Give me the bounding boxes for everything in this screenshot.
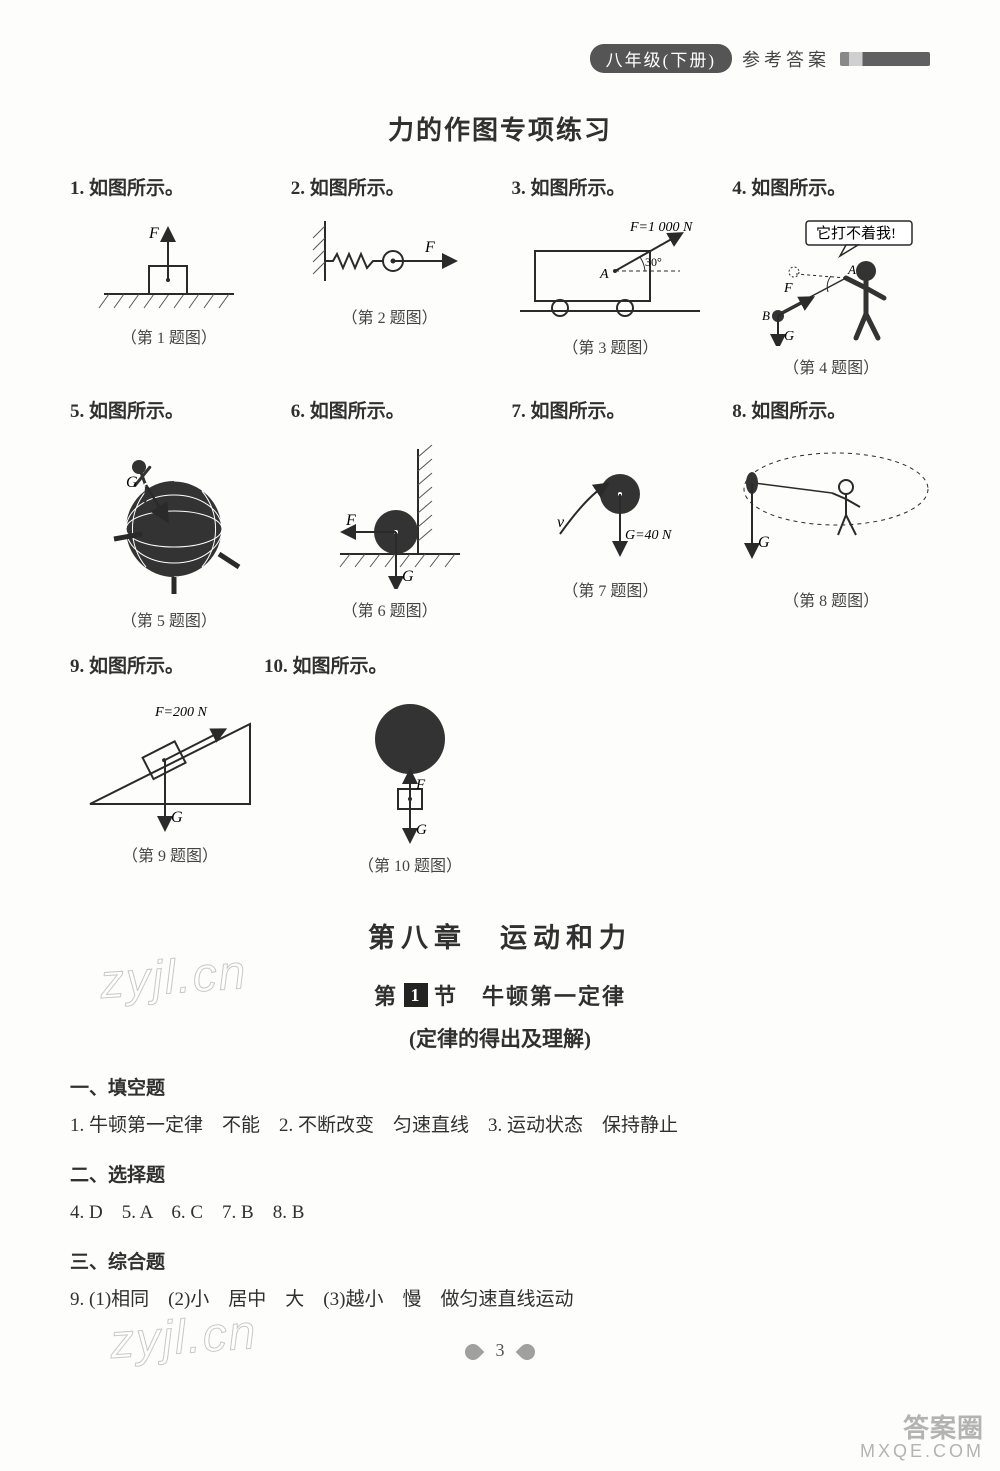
figure-1: F [94,216,244,316]
figure-caption: （第 7 题图） [562,577,658,601]
figure-caption: （第 4 题图） [783,354,879,378]
svg-text:F=200 N: F=200 N [154,705,207,720]
figure-row-1: F （第 1 题图） F （第 2 题图） [70,206,930,378]
header-answer-label: 参考答案 [742,46,830,72]
svg-text:G: G [758,534,770,551]
figure-6: F G [310,439,470,589]
category-fill: 一、填空题 [70,1073,930,1100]
figure-caption: （第 6 题图） [342,597,438,621]
svg-text:B: B [762,308,770,323]
svg-text:F=1 000 N: F=1 000 N [629,220,693,235]
svg-text:它打不着我!: 它打不着我! [816,224,896,242]
figure-caption: （第 10 题图） [358,852,462,876]
figure-10: F G [340,694,480,844]
figure-4: 它打不着我! F G B A [736,216,926,346]
figure-3: A 30° F=1 000 N [515,216,705,326]
grade-pill: 八年级(下册) [590,44,732,73]
leaf-icon [462,1341,485,1364]
figure-caption: （第 8 题图） [783,587,879,611]
figure-9: F=200 N G [75,694,265,834]
answer-item: 4. 如图所示。 [732,178,846,199]
figure-caption: （第 9 题图） [122,842,218,866]
answer-item: 2. 如图所示。 [291,178,405,199]
section-number-box: 1 [404,983,428,1007]
svg-text:G: G [402,568,414,585]
figure-caption: （第 3 题图） [562,334,658,358]
answer-item: 1. 如图所示。 [70,178,184,199]
answer-row-3: 9. 如图所示。 10. 如图所示。 [70,651,930,678]
figure-8: G [726,439,936,579]
chapter-subtitle-2: (定律的得出及理解) [70,1023,930,1053]
answer-row-2: 5. 如图所示。 6. 如图所示。 7. 如图所示。 8. 如图所示。 [70,396,930,423]
svg-text:G: G [416,822,427,838]
section-title: 力的作图专项练习 [70,110,930,147]
category-choice: 二、选择题 [70,1160,930,1187]
leaf-icon [516,1341,539,1364]
figure-caption: （第 1 题图） [121,324,217,348]
svg-text:G: G [784,329,794,344]
header-decor-bar [840,52,930,66]
corner-watermark: 答案圈 MXQE.COM [860,1415,984,1461]
svg-text:G: G [126,474,138,491]
svg-text:F: F [783,281,793,296]
svg-text:v: v [557,514,565,531]
page-number: 3 [0,1340,1000,1361]
svg-text:G: G [171,809,183,826]
svg-text:F: F [415,777,426,793]
answer-item: 3. 如图所示。 [511,178,625,199]
svg-text:F: F [424,239,435,256]
force-label: F [148,225,159,242]
svg-text:F: F [345,512,356,529]
figure-caption: （第 5 题图） [121,607,217,631]
figure-2: F [305,216,475,296]
figure-row-3: F=200 N G （第 9 题图） F G （第 10 题图） [70,684,930,876]
category-comp: 三、综合题 [70,1247,930,1274]
figure-row-2: G （第 5 题图） F G [70,429,930,631]
svg-text:A: A [847,262,856,277]
svg-text:G=40 N: G=40 N [625,528,672,543]
figure-caption: （第 2 题图） [342,304,438,328]
fill-answers: 1. 牛顿第一定律 不能 2. 不断改变 匀速直线 3. 运动状态 保持静止 [70,1106,930,1146]
answer-row-1: 1. 如图所示。 2. 如图所示。 3. 如图所示。 4. 如图所示。 [70,173,930,200]
figure-5: G [84,439,254,599]
choice-answers: 4. D 5. A 6. C 7. B 8. B [70,1193,930,1233]
svg-text:30°: 30° [645,255,662,269]
figure-7: v G=40 N [525,439,695,569]
svg-text:A: A [599,267,609,282]
watermark: zyjl.cn [98,945,249,1010]
page-header: 八年级(下册) 参考答案 [590,44,930,73]
